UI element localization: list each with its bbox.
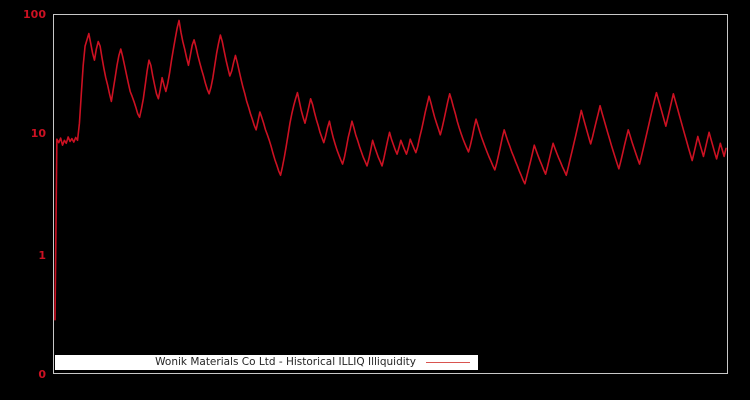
y-tick-label-100: 100 — [23, 8, 46, 21]
y-axis-tick-labels: 100 10 1 0 — [0, 0, 46, 400]
y-tick-label-0: 0 — [38, 368, 46, 381]
legend-line-sample — [426, 362, 470, 363]
plot-area — [53, 14, 728, 374]
series-illiq-line — [54, 19, 727, 321]
y-tick-label-1: 1 — [38, 249, 46, 262]
y-tick-label-10: 10 — [30, 127, 46, 140]
legend-label: Wonik Materials Co Ltd - Historical ILLI… — [155, 356, 416, 369]
legend-box: Wonik Materials Co Ltd - Historical ILLI… — [55, 355, 478, 370]
